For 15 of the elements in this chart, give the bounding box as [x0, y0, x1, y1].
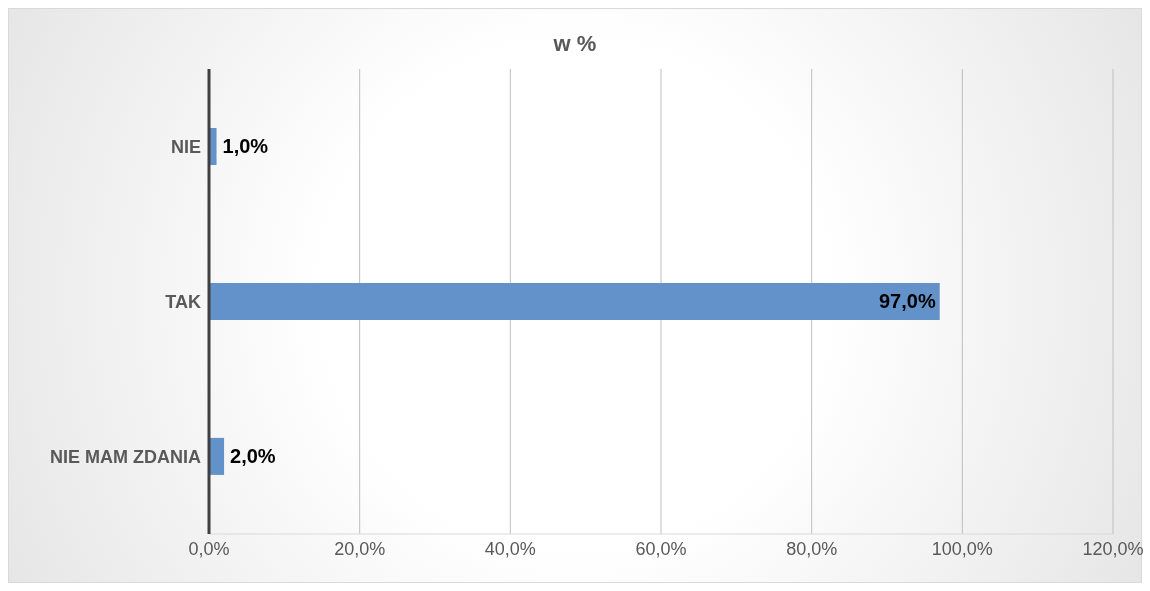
x-tick-label: 60,0% [635, 538, 687, 559]
x-tick-label: 20,0% [334, 538, 386, 559]
x-tick-label: 0,0% [188, 538, 230, 559]
x-tick-label: 100,0% [931, 538, 993, 559]
x-tick-label: 40,0% [484, 538, 536, 559]
y-tick-label: NIE MAM ZDANIA [50, 446, 201, 467]
x-tick-label: 120,0% [1082, 538, 1144, 559]
chart-title: w % [552, 31, 598, 57]
data-label: 2,0% [230, 445, 276, 468]
data-label: 97,0% [879, 290, 936, 313]
y-tick-label: NIE [170, 136, 201, 157]
y-tick-label: TAK [165, 291, 201, 312]
bar [209, 282, 940, 320]
data-label: 1,0% [222, 135, 269, 158]
x-tick-label: 80,0% [786, 538, 838, 559]
